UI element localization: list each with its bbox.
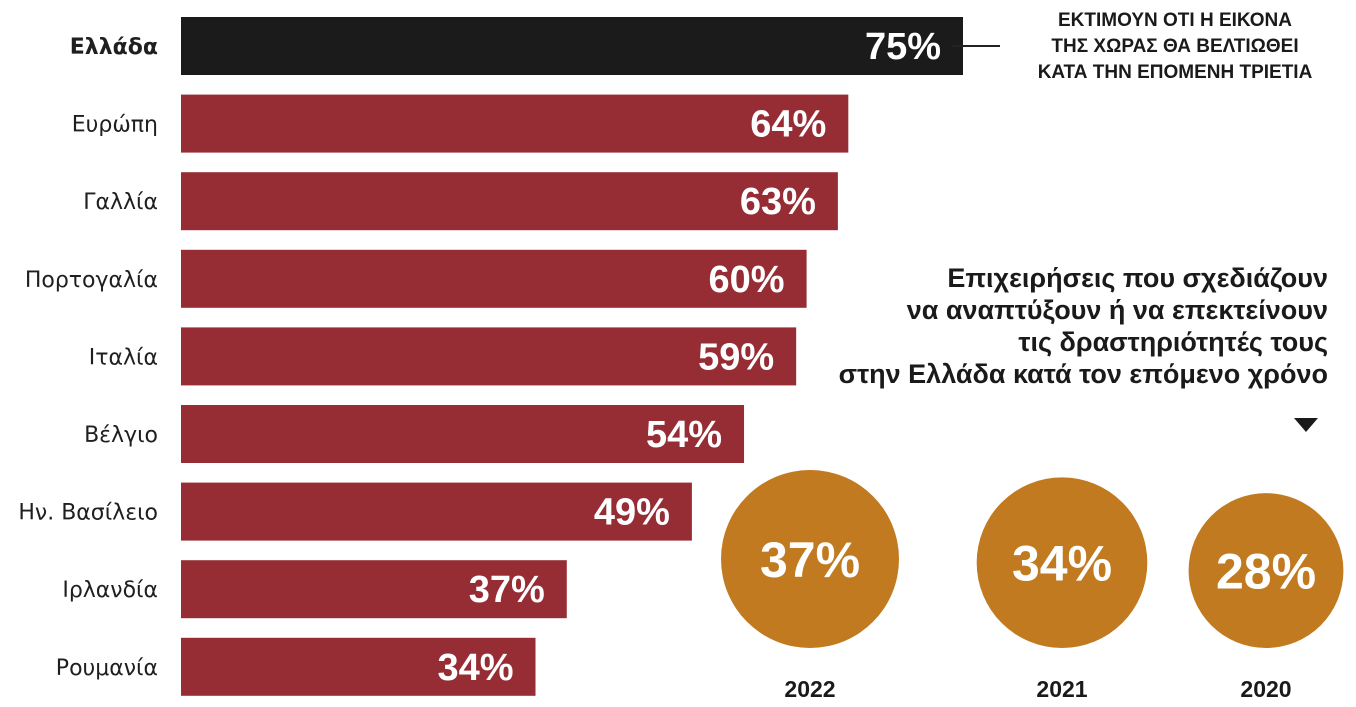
category-label: Ευρώπη (72, 113, 158, 138)
bar-value-label: 64% (750, 104, 826, 146)
bubble-chart-title: Επιχειρήσεις που σχεδιάζουν να αναπτύξου… (838, 263, 1328, 389)
year-label: 2022 (784, 676, 835, 702)
bar-value-label: 60% (709, 259, 785, 301)
category-label: Πορτογαλία (25, 268, 158, 293)
category-label: Ην. Βασίλειο (18, 501, 158, 526)
bar-value-label: 49% (594, 492, 670, 534)
bubble (1188, 493, 1344, 648)
category-label: Ελλάδα (70, 35, 158, 60)
category-label: Ιρλανδία (62, 578, 158, 603)
bar-value-label: 59% (698, 336, 774, 378)
bubble-value-label: 37% (760, 532, 860, 588)
year-label: 2020 (1240, 676, 1291, 702)
year-label: 2021 (1036, 676, 1087, 702)
bar (181, 249, 807, 308)
bar (181, 94, 849, 153)
bar (181, 637, 536, 696)
category-label: Γαλλία (83, 190, 158, 215)
category-label: Ρουμανία (56, 656, 158, 681)
bubble (976, 477, 1148, 648)
bar (181, 17, 963, 75)
bubble-value-label: 28% (1216, 544, 1316, 600)
bar (181, 327, 797, 386)
bar-value-label: 37% (469, 569, 545, 611)
bar-value-label: 34% (437, 647, 513, 689)
bubble (721, 470, 899, 648)
bar-value-label: 75% (865, 26, 941, 68)
bar (181, 172, 838, 231)
bar-chart: Ελλάδα 75% Ευρώπη 64% Γαλλία 63% Πορτογαλία 60%… (18, 17, 963, 696)
category-label: Ιταλία (89, 345, 158, 370)
category-label: Βέλγιο (84, 423, 158, 448)
bubble-value-label: 34% (1012, 536, 1112, 592)
bar (181, 482, 692, 541)
annotation-text: ΕΚΤΙΜΟΥΝ ΟΤΙ Η ΕΙΚΟΝΑ ΤΗΣ ΧΩΡΑΣ ΘΑ ΒΕΛΤΙ… (1037, 10, 1313, 83)
bar (181, 560, 567, 619)
bar (181, 405, 745, 463)
down-triangle-icon (1294, 418, 1318, 432)
bubble-chart: 37% 2022 34% 2021 28% 2020 (721, 470, 1344, 702)
bar-value-label: 63% (740, 181, 816, 223)
bar-value-label: 54% (646, 414, 722, 456)
annotation-pointer (952, 45, 1318, 432)
